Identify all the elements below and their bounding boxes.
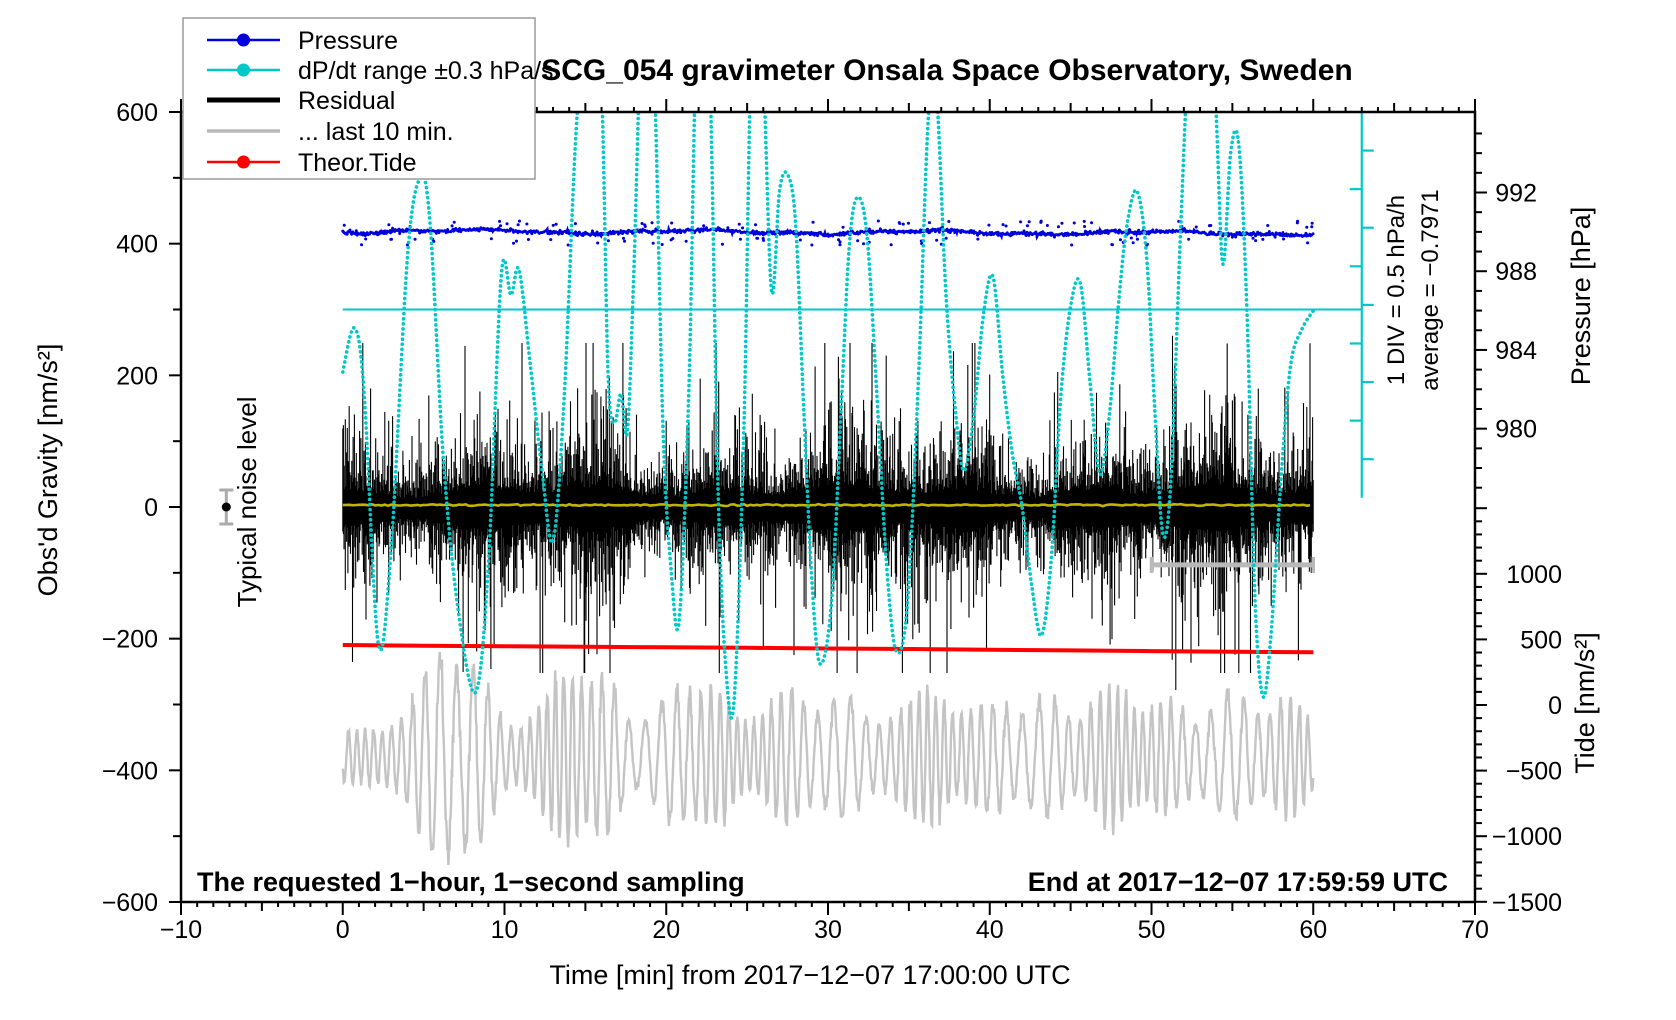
legend-item-label: ... last 10 min. — [298, 118, 454, 146]
series-pressure — [341, 222, 1315, 243]
svg-text:40: 40 — [976, 916, 1004, 944]
last-10-min-bracket — [1149, 556, 1315, 573]
legend-item-2: Residual — [207, 87, 395, 115]
legend-item-label: Residual — [298, 87, 395, 115]
svg-text:0: 0 — [336, 916, 350, 944]
legend-item-label: Pressure — [298, 27, 398, 55]
svg-text:−600: −600 — [102, 889, 158, 917]
data-series-layer — [341, 112, 1362, 866]
dpdt-scale-bar — [1349, 112, 1374, 498]
legend-item-4: Theor.Tide — [207, 149, 417, 177]
svg-text:988: 988 — [1495, 258, 1537, 286]
legend-item-label: dP/dt range ±0.3 hPa/s — [298, 57, 554, 85]
legend-item-1: dP/dt range ±0.3 hPa/s — [207, 57, 554, 85]
gravity-axis-title: Obs'd Gravity [nm/s²] — [33, 344, 63, 597]
svg-text:10: 10 — [491, 916, 519, 944]
svg-text:984: 984 — [1495, 337, 1537, 365]
svg-text:500: 500 — [1520, 626, 1562, 654]
svg-text:70: 70 — [1461, 916, 1489, 944]
svg-text:980: 980 — [1495, 416, 1537, 444]
svg-text:200: 200 — [116, 362, 158, 390]
x-axis-title: Time [min] from 2017−12−07 17:00:00 UTC — [549, 960, 1070, 990]
legend-item-3: ... last 10 min. — [207, 118, 454, 146]
chart-title: SCG_054 gravimeter Onsala Space Observat… — [541, 54, 1353, 87]
pressure-axis-title: Pressure [hPa] — [1566, 207, 1596, 386]
svg-text:−10: −10 — [160, 916, 202, 944]
svg-text:0: 0 — [144, 494, 158, 522]
svg-text:−400: −400 — [102, 757, 158, 785]
div-scale-label: 1 DIV = 0.5 hPa/h — [1383, 195, 1410, 385]
svg-text:50: 50 — [1138, 916, 1166, 944]
legend-item-label: Theor.Tide — [298, 149, 417, 177]
svg-text:400: 400 — [116, 231, 158, 259]
footer-sampling-note: The requested 1−hour, 1−second sampling — [197, 867, 745, 897]
legend-marker-dot — [237, 33, 250, 47]
axis-ticks — [169, 99, 1487, 915]
svg-text:−500: −500 — [1506, 758, 1562, 786]
svg-text:0: 0 — [1548, 692, 1562, 720]
svg-text:−1000: −1000 — [1492, 823, 1562, 851]
series-theor-tide — [342, 643, 1314, 655]
footer-end-time: End at 2017−12−07 17:59:59 UTC — [1028, 867, 1448, 897]
series-pressure-outliers — [342, 219, 1314, 247]
legend-item-0: Pressure — [207, 27, 398, 55]
legend-marker-dot — [237, 63, 250, 77]
axis-tick-labels: −10 0 10 20 30 40 50 60 70 600 400 200 0 −200 −400 −600… — [102, 99, 1562, 944]
svg-text:20: 20 — [652, 916, 680, 944]
series-last-10-min — [341, 651, 1315, 866]
svg-text:−200: −200 — [102, 626, 158, 654]
svg-text:600: 600 — [116, 99, 158, 127]
svg-text:1000: 1000 — [1506, 561, 1562, 589]
svg-text:30: 30 — [814, 916, 842, 944]
typical-noise-level-marker — [219, 488, 234, 526]
noise-level-label: Typical noise level — [232, 397, 262, 608]
svg-text:60: 60 — [1299, 916, 1327, 944]
series-residual-lowpass — [342, 502, 1311, 508]
legend-marker-dot — [237, 155, 250, 169]
svg-text:−1500: −1500 — [1492, 889, 1562, 917]
average-label: average = −0.7971 — [1417, 189, 1444, 391]
tide-axis-title: Tide [nm/s²] — [1570, 632, 1600, 774]
svg-text:992: 992 — [1495, 180, 1537, 208]
series-dpdt — [341, 112, 1316, 720]
